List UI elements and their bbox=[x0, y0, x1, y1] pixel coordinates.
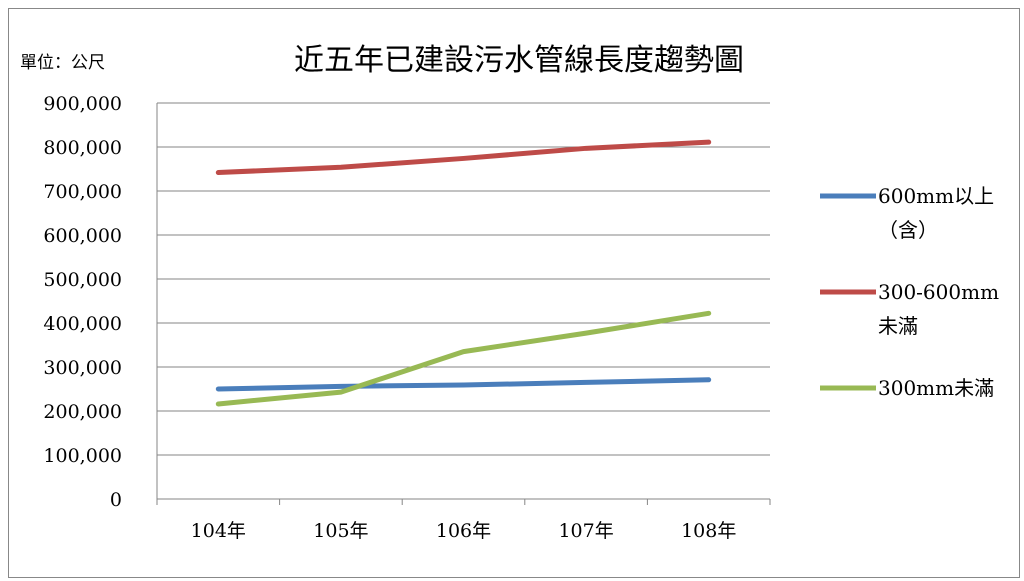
legend-label: 300-600mm bbox=[878, 280, 999, 304]
x-tick-label: 105年 bbox=[313, 520, 368, 542]
x-axis: 104年 105年 106年 107年 108年 bbox=[156, 498, 771, 542]
y-tick-label: 500,000 bbox=[43, 269, 122, 291]
y-tick-label: 100,000 bbox=[43, 445, 122, 467]
y-tick-label: 700,000 bbox=[43, 181, 122, 203]
y-tick-label: 200,000 bbox=[43, 401, 122, 423]
y-tick-label: 900,000 bbox=[43, 93, 122, 115]
unit-label: 單位：公尺 bbox=[20, 53, 105, 73]
y-tick-label: 600,000 bbox=[43, 225, 122, 247]
x-tick-label: 106年 bbox=[436, 520, 491, 542]
y-tick-label: 400,000 bbox=[43, 313, 122, 335]
legend-label: （含） bbox=[878, 218, 938, 242]
x-tick-label: 104年 bbox=[191, 520, 246, 542]
y-tick-label: 300,000 bbox=[43, 357, 122, 379]
series-line bbox=[215, 139, 712, 176]
series-line bbox=[215, 310, 712, 407]
series-line bbox=[215, 377, 712, 392]
legend-label: 未滿 bbox=[878, 314, 918, 338]
series-lines bbox=[215, 139, 712, 407]
gridlines bbox=[157, 102, 770, 456]
chart-title: 近五年已建設污水管線長度趨勢圖 bbox=[294, 43, 744, 78]
x-tick-label: 108年 bbox=[681, 520, 736, 542]
legend-label: 600mm以上 bbox=[878, 184, 994, 208]
y-tick-label: 0 bbox=[110, 489, 122, 511]
y-axis: 0 100,000 200,000 300,000 400,000 500,000 600,… bbox=[43, 93, 158, 511]
y-tick-label: 800,000 bbox=[43, 137, 122, 159]
legend-label: 300mm未滿 bbox=[878, 376, 994, 400]
x-tick-label: 107年 bbox=[558, 520, 613, 542]
legend: 600mm以上 （含） 300-600mm 未滿 300mm未滿 bbox=[820, 184, 999, 400]
